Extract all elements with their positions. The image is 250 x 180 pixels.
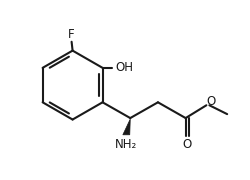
Text: F: F — [68, 28, 75, 41]
Text: NH₂: NH₂ — [115, 138, 138, 151]
Polygon shape — [123, 119, 130, 135]
Text: O: O — [207, 95, 216, 108]
Text: O: O — [182, 138, 191, 151]
Text: OH: OH — [115, 61, 133, 74]
